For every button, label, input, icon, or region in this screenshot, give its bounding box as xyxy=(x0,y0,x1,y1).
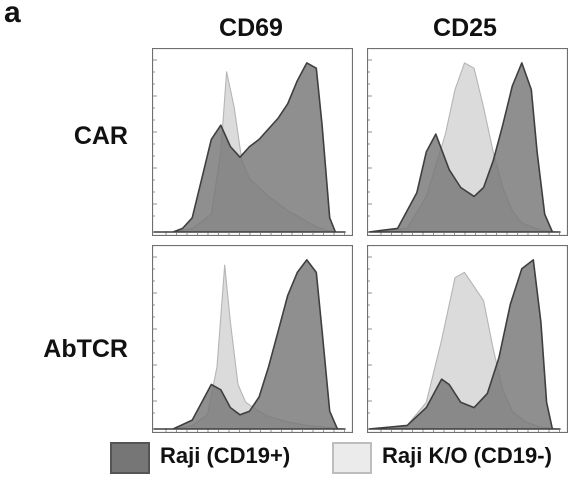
series-area-raji-cd19-pos xyxy=(153,62,346,233)
legend-swatch-raji-ko-cd19-neg xyxy=(332,442,372,474)
histogram-cd25-car xyxy=(367,48,568,236)
legend-label-raji-cd19-pos: Raji (CD19+) xyxy=(160,443,291,468)
row-label-car: CAR xyxy=(73,122,128,150)
series-area-raji-cd19-pos xyxy=(368,62,561,233)
column-label-cd69: CD69 xyxy=(219,14,283,42)
row-label-abtcr: AbTCR xyxy=(43,335,128,363)
legend-label-raji-ko-cd19-neg: Raji K/O (CD19-) xyxy=(382,443,552,468)
histogram-cd69-car xyxy=(152,48,353,236)
series-area-raji-cd19-pos xyxy=(368,259,561,430)
column-label-cd25: CD25 xyxy=(433,14,497,42)
histogram-cd69-abtcr xyxy=(152,245,353,433)
figure-panel-letter: a xyxy=(4,0,21,29)
legend-swatch-raji-cd19-pos xyxy=(110,442,150,474)
series-area-raji-cd19-pos xyxy=(153,259,346,430)
histogram-cd25-abtcr xyxy=(367,245,568,433)
